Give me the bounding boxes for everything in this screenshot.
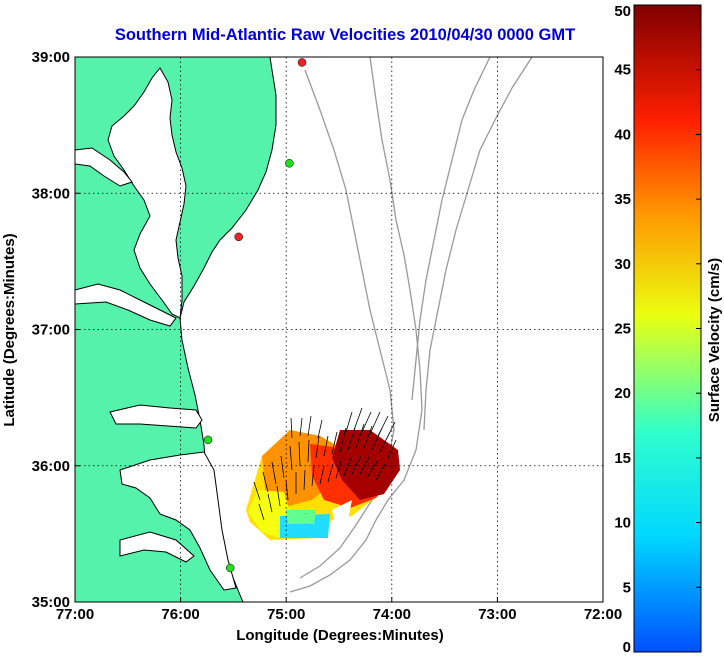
x-tick-label: 75:00 [267,606,305,623]
radar-site-marker [297,58,307,67]
x-axis-label: Longitude (Degrees:Minutes) [236,627,444,644]
colorbar-tick-label: 25 [614,321,631,338]
colorbar-tick-label: 10 [614,515,631,532]
colorbar-tick-label: 20 [614,385,631,402]
colorbar-tick-label: 0 [623,639,631,656]
potomac-river [75,147,133,187]
radar-sites [203,58,307,573]
colorbar-tick-label: 5 [623,579,631,596]
x-tick-label: 73:00 [478,606,516,623]
velocity-field [246,407,400,540]
radar-site-marker [203,435,213,445]
colorbar-tick-label: 45 [614,62,631,79]
neuse-river [119,531,195,563]
x-tick-label: 72:00 [584,606,622,623]
x-tick-label: 77:00 [56,606,94,623]
colorbar-tick-label: 30 [614,256,631,273]
bathymetry-contour-2 [299,69,395,579]
pamlico-sound [119,451,237,591]
map-title: Southern Mid-Atlantic Raw Velocities 201… [115,26,575,44]
albemarle-sound [109,404,203,429]
y-tick-label: 35:00 [32,594,70,611]
colorbar-tick-label: 40 [614,126,631,143]
y-tick-label: 39:00 [32,49,70,66]
x-tick-label: 76:00 [161,606,199,623]
colorbar-tick-label: 50 [614,3,631,20]
colorbar-label: Surface Velocity (cm/s) [706,258,723,422]
colorbar [633,4,702,653]
x-tick-label: 74:00 [373,606,411,623]
radar-site-marker [225,563,235,573]
y-tick-label: 38:00 [32,185,70,202]
y-axis-ticks: 39:00 38:00 37:00 36:00 35:00 [32,49,80,611]
bathymetry-contour-3 [411,57,491,401]
y-tick-label: 37:00 [32,322,70,339]
radar-site-marker [234,232,243,242]
y-tick-label: 36:00 [32,458,70,475]
grid-lines [75,57,603,602]
x-axis-ticks: 77:00 76:00 75:00 74:00 73:00 72:00 [56,597,622,623]
james-river [75,283,177,327]
bathymetry-contour-1 [289,57,423,593]
colorbar-tick-label: 15 [614,450,631,467]
bathymetry-contour-4 [423,57,533,431]
colorbar-tick-label: 35 [614,191,631,208]
y-axis-label: Latitude (Degrees:Minutes) [1,233,18,426]
radar-site-marker [285,159,294,168]
